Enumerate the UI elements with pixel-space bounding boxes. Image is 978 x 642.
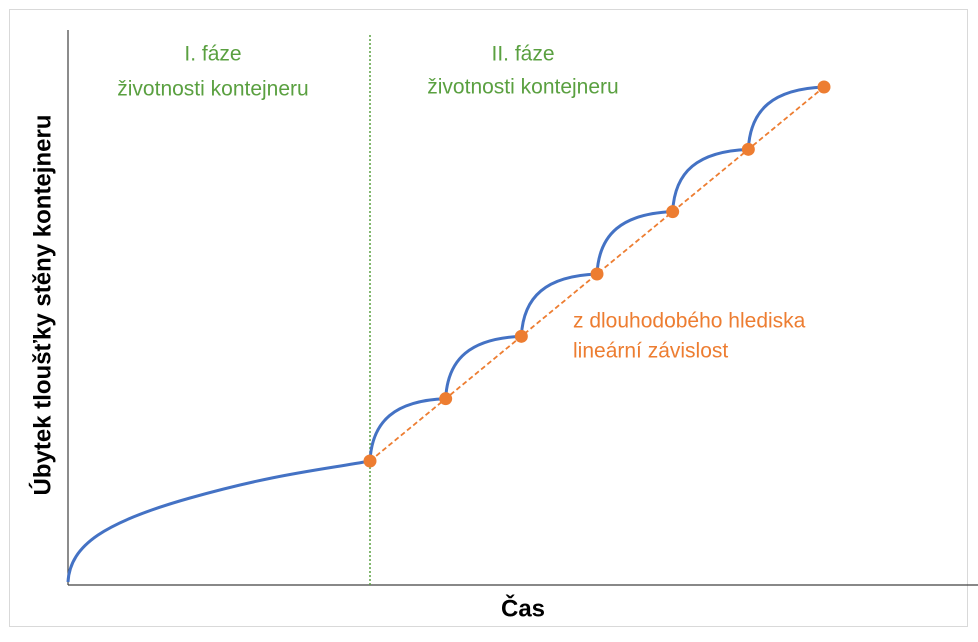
phase-subtitle: životnosti kontejneru [117,78,308,101]
point [666,205,680,219]
x-axis-label: Čas [501,594,545,622]
curve-segment [671,147,749,212]
phase-1-curve [66,459,371,583]
point [439,392,453,406]
curve-segment [519,272,598,337]
annotation: z dlouhodobého hlediska [573,310,806,333]
curve-segment [595,210,673,275]
curve-segment [368,397,446,462]
annotation: lineární závislost [573,340,728,363]
point [741,142,755,156]
point [514,329,528,343]
phase-title: II. fáze [491,43,554,66]
point [817,80,831,94]
frame [9,9,968,627]
curve-segment [746,85,825,150]
point [590,267,604,281]
y-axis-label: Úbytek tloušťky stěny kontejneru [28,115,56,496]
phase-subtitle: životnosti kontejneru [427,76,618,99]
point [363,454,377,468]
curve-segment [444,334,522,399]
phase-2-curve [368,85,825,462]
points [363,80,831,468]
phase-title: I. fáze [184,43,241,66]
